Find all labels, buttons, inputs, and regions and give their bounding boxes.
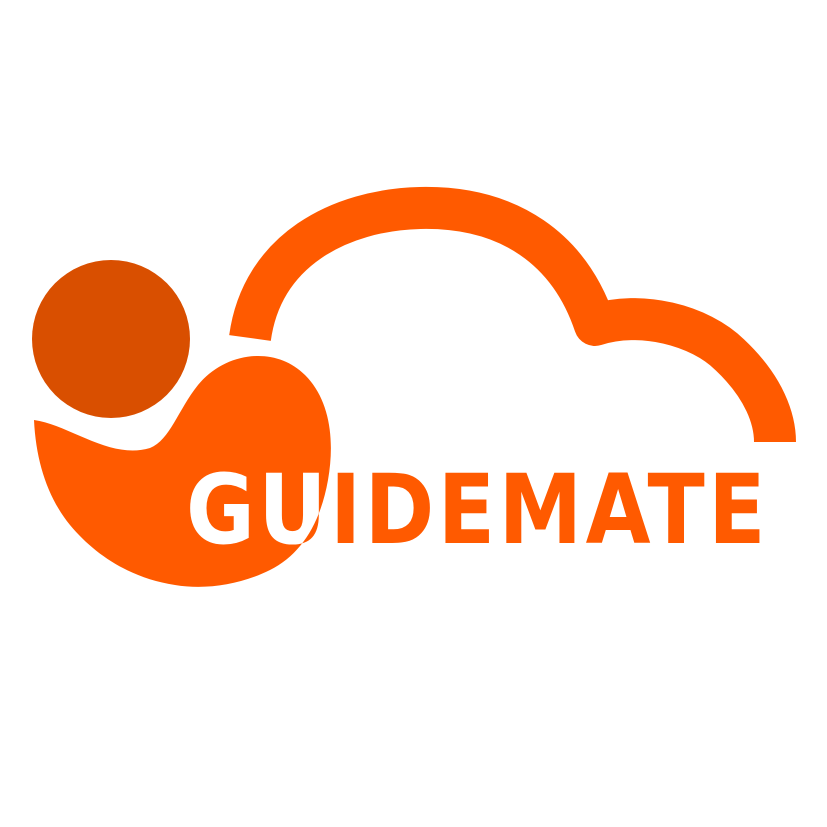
brand-wordmark: GUIDEMATE [186, 454, 769, 566]
person-body-icon [34, 355, 331, 587]
person-head-icon [32, 260, 190, 418]
cloud-outline-icon [229, 186, 796, 443]
